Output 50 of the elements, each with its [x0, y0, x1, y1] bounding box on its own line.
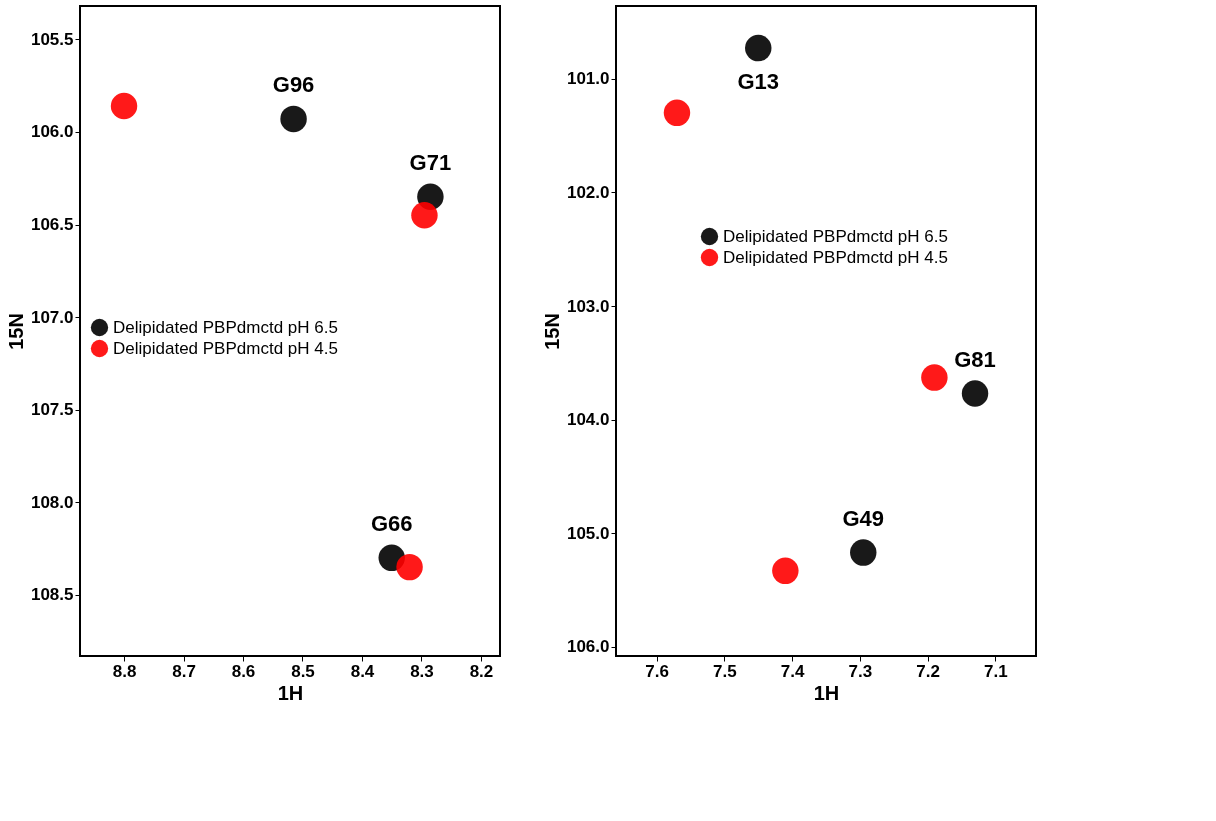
point [110, 92, 138, 120]
y-tick-label: 108.5 [30, 585, 74, 605]
y-tick-label: 104.0 [566, 410, 610, 430]
y-tick-label: 103.0 [566, 296, 610, 316]
x-tick-label: 8.3 [410, 661, 434, 681]
y-tick-label: 101.0 [566, 69, 610, 89]
annotation: G71 [409, 149, 452, 175]
y-tick-label: 107.0 [30, 307, 74, 327]
y-tick-label: 102.0 [566, 182, 610, 202]
point [772, 557, 799, 584]
legend-label: Delipidated PBPdmctd pH 4.5 [723, 247, 948, 267]
y-axis-title: 15N [540, 313, 563, 350]
x-tick-label: 7.3 [848, 661, 873, 681]
x-tick-label: 7.5 [713, 661, 737, 681]
point [961, 380, 989, 407]
x-tick-label: 7.4 [780, 661, 805, 681]
point [850, 539, 877, 566]
x-tick-label: 8.6 [231, 661, 256, 681]
x-tick-label: 7.1 [984, 661, 1008, 681]
point [396, 553, 423, 581]
y-tick-label: 105.5 [30, 29, 74, 49]
y-tick-label: 105.0 [566, 523, 610, 543]
y-tick-label: 106.0 [30, 122, 74, 142]
point [280, 105, 307, 133]
point [411, 202, 438, 229]
annotation: G81 [954, 346, 996, 372]
legend-label: Delipidated PBPdmctd pH 6.5 [723, 226, 948, 246]
annotation: G66 [370, 510, 413, 536]
annotation: G13 [737, 69, 780, 95]
x-tick-label: 8.4 [350, 661, 375, 681]
y-tick-label: 106.5 [30, 215, 74, 235]
annotation: G49 [842, 505, 885, 531]
x-tick-label: 7.2 [916, 661, 940, 681]
x-tick-label: 8.8 [112, 661, 137, 681]
y-axis-title: 15N [4, 313, 27, 350]
annotation: G96 [272, 71, 315, 97]
x-tick-label: 8.7 [172, 661, 196, 681]
point [745, 34, 772, 62]
x-tick-label: 8.5 [291, 661, 315, 681]
x-tick-label: 8.2 [469, 661, 494, 681]
x-tick-label: 7.6 [645, 661, 669, 681]
legend-label: Delipidated PBPdmctd pH 4.5 [113, 338, 338, 358]
y-tick-label: 106.0 [566, 637, 610, 657]
y-tick-label: 108.0 [30, 492, 74, 512]
y-tick-label: 107.5 [30, 400, 74, 420]
legend-label: Delipidated PBPdmctd pH 6.5 [113, 317, 338, 337]
point [921, 364, 948, 391]
x-axis-title: 1H [277, 681, 304, 704]
x-axis-title: 1H [813, 681, 840, 704]
point [663, 99, 691, 127]
